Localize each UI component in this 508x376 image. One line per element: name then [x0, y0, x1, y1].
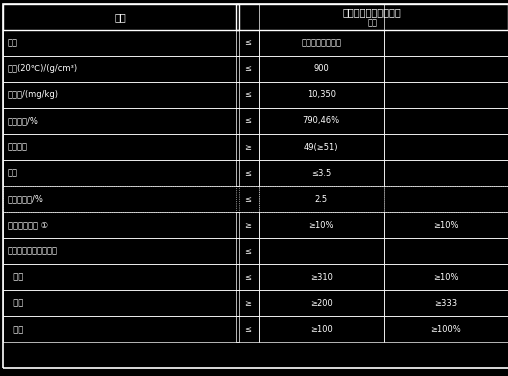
Bar	[259, 160, 384, 186]
Text: 国标柴油质量标准: 国标柴油质量标准	[301, 38, 341, 47]
Bar	[259, 134, 384, 160]
Bar	[3, 290, 239, 316]
Bar	[259, 4, 384, 30]
Text: ≥: ≥	[244, 299, 251, 308]
Text: 性质: 性质	[8, 38, 18, 47]
Bar	[3, 316, 239, 343]
Bar	[236, 4, 508, 30]
Text: ≤: ≤	[244, 247, 251, 256]
Bar	[259, 186, 384, 212]
Text: ≥10%: ≥10%	[308, 221, 334, 230]
Text: ≥333: ≥333	[434, 299, 457, 308]
Bar	[3, 82, 239, 108]
Bar	[3, 160, 239, 186]
Text: ≤3.5: ≤3.5	[311, 168, 331, 177]
Bar	[259, 56, 384, 82]
Text: 轻烃: 轻烃	[8, 273, 23, 282]
Bar	[384, 264, 508, 290]
Text: 渣油: 渣油	[8, 325, 23, 334]
Text: ≤: ≤	[244, 325, 251, 334]
Text: ≤: ≤	[244, 38, 251, 47]
Bar	[259, 108, 384, 134]
Bar	[384, 134, 508, 160]
Text: 催化裂化柴油加工方案: 催化裂化柴油加工方案	[343, 7, 401, 17]
Bar	[259, 290, 384, 316]
Text: 方案: 方案	[367, 18, 377, 27]
Bar	[384, 238, 508, 264]
Bar	[259, 212, 384, 238]
Text: 加氢裂化尾油 ①: 加氢裂化尾油 ①	[8, 221, 48, 230]
Bar	[384, 82, 508, 108]
Bar	[236, 30, 259, 56]
Text: ≥100: ≥100	[310, 325, 333, 334]
Bar	[236, 316, 259, 343]
Bar	[3, 30, 239, 56]
Bar	[259, 82, 384, 108]
Bar	[236, 186, 259, 212]
Text: 催化柴油加工方案选择: 催化柴油加工方案选择	[8, 247, 57, 256]
Bar	[236, 134, 259, 160]
Text: 多环芳烃/%: 多环芳烃/%	[8, 117, 39, 126]
Bar	[236, 82, 259, 108]
Bar	[3, 264, 239, 290]
Text: ≥: ≥	[244, 143, 251, 152]
Bar	[259, 264, 384, 290]
Text: ≤: ≤	[244, 91, 251, 99]
Bar	[3, 134, 239, 160]
Bar	[384, 30, 508, 56]
Text: 2.5: 2.5	[315, 195, 328, 204]
Bar	[384, 316, 508, 343]
Text: 硫含量/(mg/kg): 硫含量/(mg/kg)	[8, 91, 58, 99]
Text: 项目: 项目	[115, 12, 126, 22]
Bar	[384, 290, 508, 316]
Bar	[384, 56, 508, 82]
Text: 密度(20℃)/(g/cm³): 密度(20℃)/(g/cm³)	[8, 64, 78, 73]
Bar	[259, 316, 384, 343]
Bar	[236, 108, 259, 134]
Text: ≥10%: ≥10%	[433, 273, 459, 282]
Text: 十六烷值: 十六烷值	[8, 143, 27, 152]
Text: ≤: ≤	[244, 168, 251, 177]
Text: 790,46%: 790,46%	[303, 117, 340, 126]
Bar	[259, 238, 384, 264]
Bar	[3, 4, 239, 30]
Bar	[236, 56, 259, 82]
Text: ≥: ≥	[244, 221, 251, 230]
Bar	[3, 186, 239, 212]
Text: ≥310: ≥310	[310, 273, 333, 282]
Text: 色度: 色度	[8, 168, 18, 177]
Bar	[3, 238, 239, 264]
Bar	[236, 160, 259, 186]
Bar	[384, 160, 508, 186]
Text: ≥10%: ≥10%	[433, 221, 459, 230]
Bar	[259, 30, 384, 56]
Text: 900: 900	[313, 64, 329, 73]
Text: 氧化安定性/%: 氧化安定性/%	[8, 195, 44, 204]
Bar	[384, 186, 508, 212]
Text: ≤: ≤	[244, 117, 251, 126]
Text: ≥100%: ≥100%	[430, 325, 461, 334]
Bar	[236, 238, 259, 264]
Text: 49(≥51): 49(≥51)	[304, 143, 338, 152]
Text: ≤: ≤	[244, 64, 251, 73]
Bar	[236, 264, 259, 290]
Text: ≤: ≤	[244, 195, 251, 204]
Bar	[236, 290, 259, 316]
Text: ≤: ≤	[244, 273, 251, 282]
Bar	[3, 108, 239, 134]
Text: ≥200: ≥200	[310, 299, 333, 308]
Bar	[3, 56, 239, 82]
Bar	[384, 108, 508, 134]
Bar	[236, 212, 259, 238]
Text: 10,350: 10,350	[307, 91, 336, 99]
Text: 柴油: 柴油	[8, 299, 23, 308]
Bar	[3, 212, 239, 238]
Bar	[384, 212, 508, 238]
